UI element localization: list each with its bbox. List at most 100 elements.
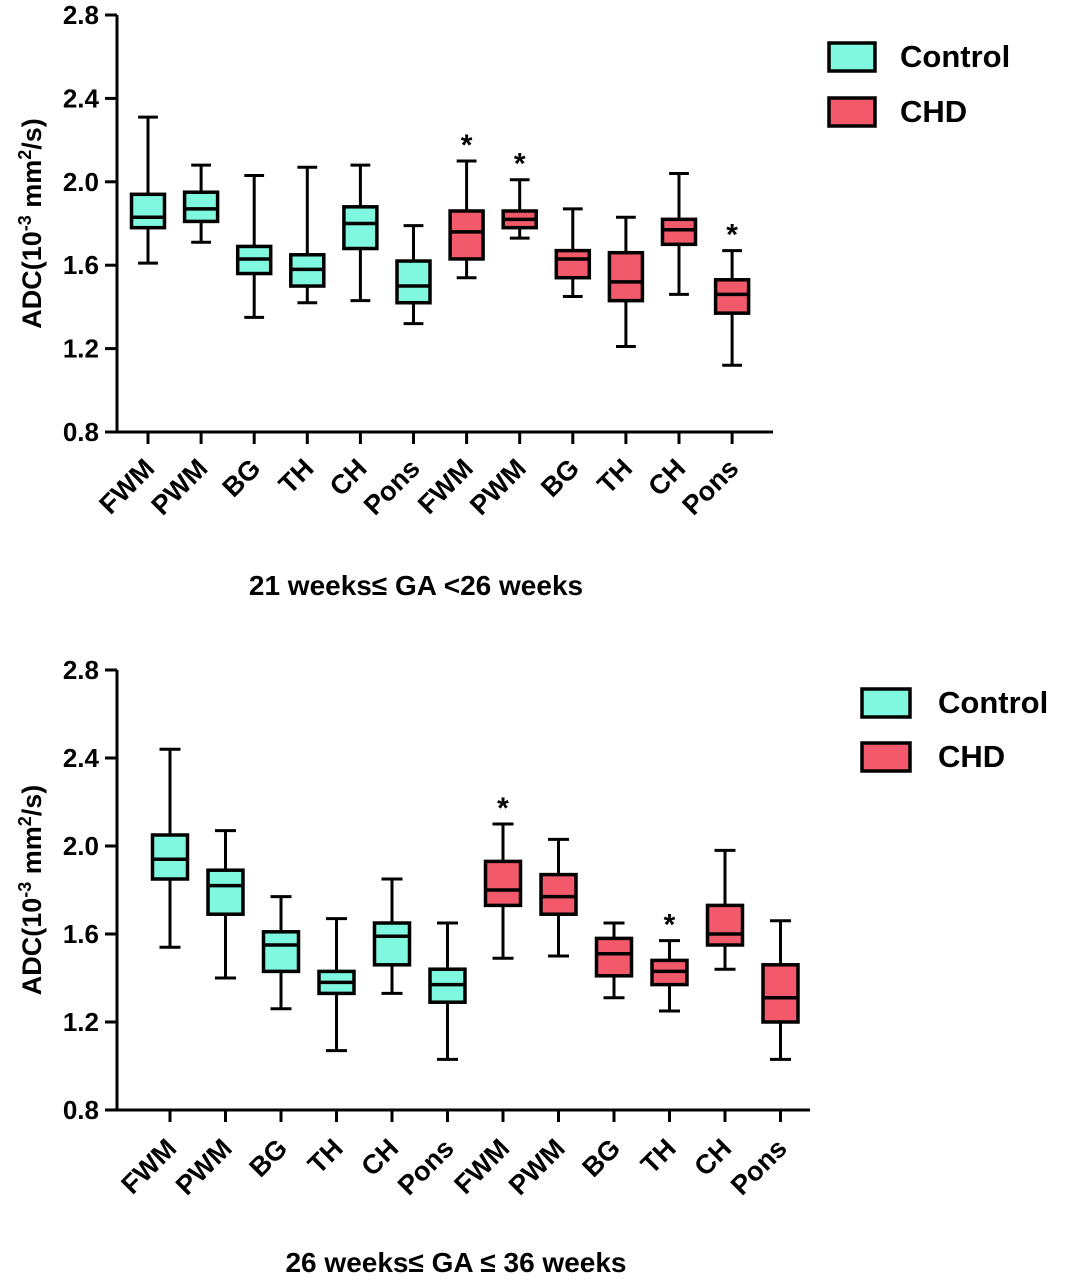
box-iqr — [342, 205, 379, 251]
box-iqr — [182, 190, 220, 224]
box-iqr — [395, 259, 432, 305]
x-tick-label: TH — [635, 1133, 682, 1180]
box-iqr — [539, 872, 578, 916]
box-control-fwm — [150, 747, 190, 949]
x-tick-label: Pons — [725, 1133, 793, 1201]
y-axis-label-ylabel-prefix: ADC(10 — [17, 231, 47, 329]
y-tick-label: 0.8 — [63, 1095, 99, 1125]
legend: Control CHD — [827, 39, 1010, 129]
y-tick-label: 2.8 — [63, 0, 99, 30]
x-tick-label: BG — [217, 453, 267, 503]
box-chd-pons: * — [713, 219, 751, 367]
x-tick-label: Pons — [676, 453, 744, 521]
box-chd-ch — [660, 171, 698, 296]
box-control-bg — [261, 895, 301, 1011]
box-iqr — [129, 192, 167, 230]
y-axis-label-ylabel-prefix: ADC(10 — [17, 898, 47, 996]
box-chd-pwm: * — [501, 148, 538, 240]
box-chd-fwm: * — [448, 129, 485, 280]
x-tick-label: TH — [591, 453, 638, 500]
box-control-bg — [235, 174, 273, 319]
box-control-pons — [428, 921, 467, 1061]
box-iqr — [594, 936, 634, 978]
box-control-pons — [395, 224, 432, 326]
x-tick-label: BG — [535, 453, 585, 503]
box-chd-ch — [705, 848, 745, 971]
y-tick-label: 1.6 — [63, 250, 99, 280]
box-chd-th: * — [650, 909, 689, 1013]
y-axis-label-ylabel-mid: mm — [17, 160, 47, 216]
box-iqr — [150, 833, 190, 881]
x-tick-label: Pons — [358, 453, 426, 521]
x-tick-label: PWM — [145, 453, 213, 521]
x-tick-label: TH — [273, 453, 320, 500]
legend-label-chd: CHD — [900, 94, 967, 129]
box-control-ch — [342, 163, 379, 303]
box-chd-bg — [594, 921, 634, 1000]
y-tick-label: 2.4 — [63, 743, 100, 773]
box-control-pwm — [182, 163, 220, 244]
box-chd-bg — [554, 207, 592, 298]
box-control-pwm — [206, 829, 245, 980]
x-tick-label: PWM — [170, 1133, 238, 1201]
x-tick-label: FWM — [93, 453, 160, 520]
x-tick-label: TH — [302, 1133, 349, 1180]
box-control-th — [289, 165, 326, 305]
box-iqr — [448, 209, 485, 261]
x-tick-label: PWM — [503, 1133, 571, 1201]
y-axis-label-ylabel-exp1: -3 — [15, 882, 35, 898]
panel-caption: 26 weeks≤ GA ≤ 36 weeks — [285, 1247, 626, 1278]
box-iqr — [713, 278, 751, 315]
y-tick-label: 2.0 — [63, 167, 99, 197]
y-tick-label: 1.6 — [63, 919, 99, 949]
box-control-ch — [372, 877, 412, 995]
x-tick-label: FWM — [412, 453, 479, 520]
box-iqr — [372, 921, 412, 967]
y-axis-label: ADC(10-3 mm2/s) — [15, 785, 47, 996]
x-tick-label: BG — [243, 1133, 293, 1183]
legend-label-control: Control — [938, 685, 1048, 720]
legend-swatch-chd — [860, 741, 912, 773]
box-control-fwm — [129, 115, 167, 265]
panel-caption: 21 weeks≤ GA <26 weeks — [249, 570, 583, 601]
y-tick-label: 2.8 — [63, 655, 99, 685]
box-iqr — [261, 930, 301, 974]
box-iqr — [607, 250, 645, 303]
y-axis-label-ylabel-mid: mm — [17, 826, 47, 882]
legend-label-chd: CHD — [938, 739, 1005, 774]
significance-marker: * — [514, 148, 526, 181]
legend: Control CHD — [860, 685, 1048, 774]
box-chd-th — [607, 215, 645, 349]
y-tick-label: 0.8 — [63, 417, 99, 447]
y-axis-label: ADC(10-3 mm2/s) — [15, 118, 47, 329]
y-axis-label-ylabel-exp1: -3 — [15, 215, 35, 231]
box-chd-pons — [761, 919, 800, 1061]
significance-marker: * — [461, 129, 473, 162]
y-axis-label-ylabel-exp2: 2 — [15, 150, 35, 160]
box-chd-pwm — [539, 837, 578, 958]
x-tick-label: BG — [576, 1133, 626, 1183]
x-tick-label: PWM — [464, 453, 532, 521]
box-iqr — [660, 217, 698, 247]
legend-swatch-control — [860, 687, 912, 719]
significance-marker: * — [497, 792, 509, 825]
x-tick-label: FWM — [115, 1133, 182, 1200]
box-iqr — [483, 859, 523, 908]
box-iqr — [705, 903, 745, 947]
y-tick-label: 2.4 — [63, 83, 100, 113]
box-chd-fwm: * — [483, 792, 523, 960]
x-tick-label: FWM — [448, 1133, 515, 1200]
y-tick-label: 1.2 — [63, 334, 99, 364]
legend-label-control: Control — [900, 39, 1010, 74]
y-axis-label-ylabel-suffix: /s) — [17, 118, 47, 150]
box-control-th — [317, 917, 356, 1053]
y-axis-label-ylabel-suffix: /s) — [17, 785, 47, 817]
legend-swatch-chd — [827, 96, 877, 128]
y-tick-label: 2.0 — [63, 831, 99, 861]
significance-marker: * — [664, 909, 676, 942]
box-iqr — [761, 963, 800, 1024]
y-tick-label: 1.2 — [63, 1007, 99, 1037]
